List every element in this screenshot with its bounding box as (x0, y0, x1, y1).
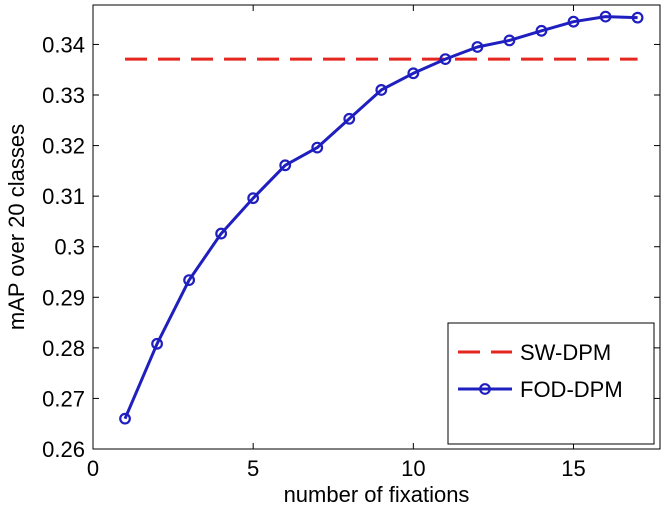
data-point (119, 412, 131, 425)
y-tick-label: 0.33 (42, 83, 85, 108)
data-point (279, 159, 292, 172)
y-tick-label: 0.3 (54, 235, 85, 260)
x-axis-label: number of fixations (284, 482, 470, 507)
y-tick-label: 0.27 (42, 386, 85, 411)
legend: SW-DPM FOD-DPM (447, 322, 655, 445)
data-point (407, 67, 420, 80)
legend-marker (479, 383, 491, 395)
series-line (123, 15, 638, 420)
y-tick-label: 0.26 (42, 437, 85, 462)
data-point (567, 15, 580, 28)
data-point (439, 53, 452, 66)
legend-label: FOD-DPM (520, 377, 623, 402)
x-tick-label: 10 (401, 456, 425, 481)
data-point (631, 11, 644, 24)
data-point (151, 337, 163, 350)
series-fod-dpm (119, 10, 644, 425)
series-group (119, 10, 644, 425)
data-point (471, 41, 484, 53)
x-tick-label: 15 (561, 456, 585, 481)
axes-box (92, 4, 661, 450)
y-tick-label: 0.32 (42, 134, 85, 159)
data-point (215, 227, 228, 240)
data-point (183, 274, 196, 286)
data-point (247, 192, 260, 205)
data-point (375, 84, 388, 96)
data-point (503, 34, 516, 47)
x-tick-label: 0 (87, 456, 99, 481)
data-point (343, 112, 356, 125)
axis-ticks: 0 5 10 15 0.26 0.27 0.28 0.29 0.3 0.31 0.32 0.33 0.3… (42, 5, 660, 481)
y-tick-label: 0.31 (42, 184, 85, 209)
legend-label: SW-DPM (520, 340, 611, 365)
y-tick-label: 0.29 (42, 285, 85, 310)
y-tick-label: 0.34 (42, 32, 85, 57)
legend-box (447, 322, 655, 445)
data-point (535, 24, 548, 37)
y-axis-label: mAP over 20 classes (4, 124, 29, 330)
data-point (599, 10, 612, 23)
plot-frame (92, 4, 661, 450)
x-tick-label: 5 (247, 456, 259, 481)
data-point (311, 141, 324, 154)
y-tick-label: 0.28 (42, 336, 85, 361)
